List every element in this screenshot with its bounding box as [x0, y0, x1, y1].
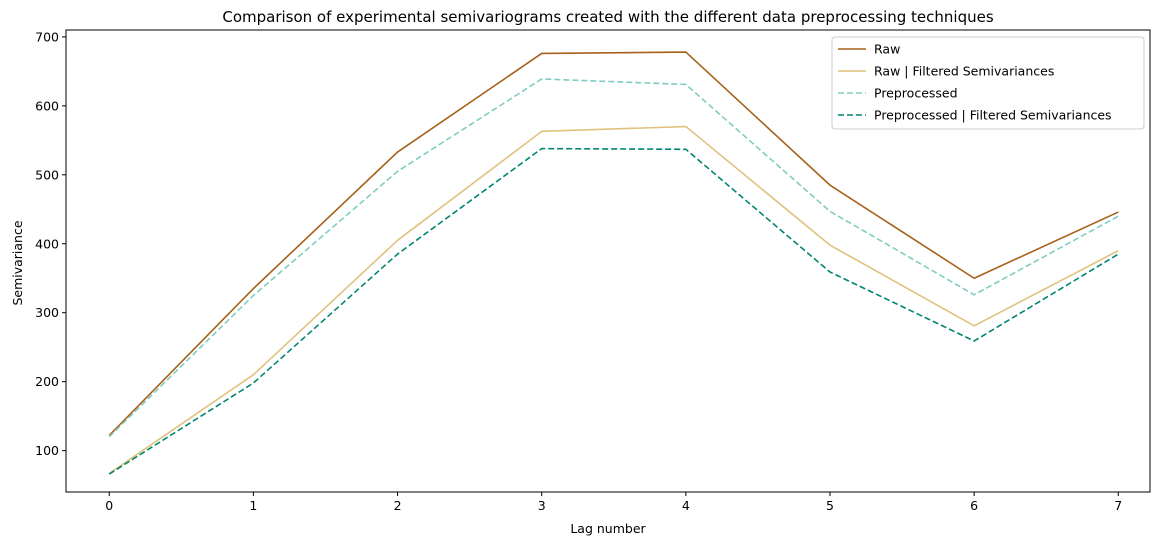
y-tick-label: 400 [35, 236, 59, 251]
x-tick-label: 3 [538, 498, 546, 513]
chart-title: Comparison of experimental semivariogram… [222, 8, 993, 26]
x-tick-label: 5 [826, 498, 834, 513]
legend-label: Preprocessed | Filtered Semivariances [874, 108, 1112, 123]
legend-label: Raw | Filtered Semivariances [874, 64, 1054, 79]
x-tick-label: 6 [970, 498, 978, 513]
x-tick-label: 2 [394, 498, 402, 513]
y-tick-label: 500 [35, 167, 59, 182]
series-line-1 [108, 51, 1119, 437]
y-tick-label: 600 [35, 98, 59, 113]
legend-label: Preprocessed [874, 86, 958, 101]
y-tick-label: 200 [35, 374, 59, 389]
x-tick-label: 7 [1114, 498, 1122, 513]
plot-frame [65, 29, 1151, 493]
legend-label: Raw [874, 42, 900, 57]
y-tick-label: 100 [35, 443, 59, 458]
y-tick-label: 300 [35, 305, 59, 320]
plot-area: 0 1 2 3 4 5 6 7 100 200 300 400 500 600 700 [35, 29, 1151, 513]
series-line-3 [108, 78, 1119, 438]
series-line-4 [108, 147, 1119, 475]
y-tick-label: 700 [35, 29, 59, 44]
legend-box [831, 36, 1145, 130]
x-tick-label: 4 [682, 498, 690, 513]
x-tick-label: 1 [249, 498, 257, 513]
y-axis-label: Semivariance [10, 220, 25, 305]
x-axis-label: Lag number [570, 521, 646, 536]
legend: Raw Raw | Filtered Semivariances Preproces… [831, 36, 1145, 130]
x-tick-label: 0 [105, 498, 113, 513]
series-line-2 [108, 125, 1119, 475]
